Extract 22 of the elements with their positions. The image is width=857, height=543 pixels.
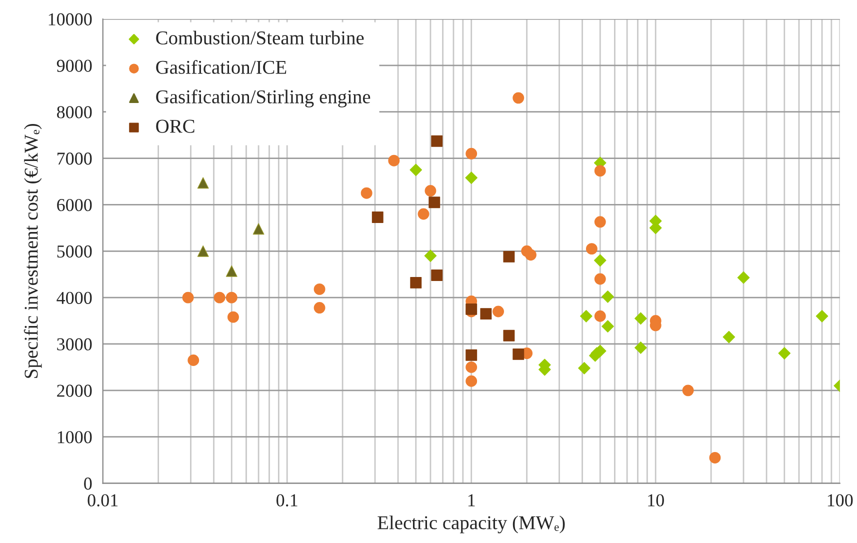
x-axis-title: Electric capacity (MWₑ): [378, 516, 565, 534]
legend-label: Gasification/ICE: [156, 60, 286, 74]
x-tick-label: 0.1: [276, 494, 298, 506]
legend-label: ORC: [156, 120, 194, 133]
y-tick-label: 2000: [57, 384, 92, 397]
legend-label: Combustion/Steam turbine: [156, 30, 364, 44]
y-tick-label: 4000: [56, 292, 92, 304]
y-tick-label: 0: [84, 478, 92, 490]
x-tick-label: 0.01: [88, 494, 118, 506]
y-tick-label: 9000: [56, 60, 92, 72]
y-tick-label: 10000: [48, 13, 92, 26]
y-tick-label: 6000: [57, 198, 92, 212]
x-tick-label: 10: [648, 494, 664, 506]
y-tick-label: 5000: [57, 245, 92, 258]
x-tick-label: 100: [828, 494, 853, 506]
y-axis-title: Specific investment cost (€/kWₑ): [24, 124, 42, 378]
legend-label: Gasification/Stirling engine: [156, 90, 370, 108]
y-tick-label: 1000: [58, 431, 92, 444]
x-tick-label: 1: [468, 494, 475, 506]
y-tick-label: 3000: [57, 338, 92, 350]
y-tick-label: 7000: [58, 152, 92, 165]
y-tick-label: 8000: [57, 106, 92, 118]
